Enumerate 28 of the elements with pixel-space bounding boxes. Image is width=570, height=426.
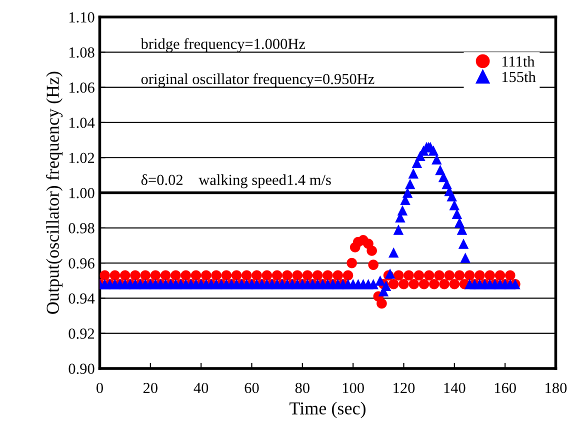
x-tick-label: 100 [342,382,364,394]
annotation: bridge frequency=1.000Hz [140,38,306,52]
y-tick-label: 1.02 [69,152,94,164]
x-tick-label: 40 [194,382,208,394]
x-tick-label: 180 [546,382,567,394]
y-tick-label: 0.98 [68,223,94,234]
x-tick-label: 60 [244,382,259,394]
y-tick-label: 0.96 [68,258,94,269]
annotation: original oscillator frequency=0.950Hz [141,73,374,88]
x-tick-label: 20 [143,382,158,394]
x-tick-label: 0 [96,382,103,394]
y-tick-label: 1.06 [69,82,94,93]
y-tick-label: 0.92 [68,328,94,339]
y-tick-label: 0.94 [68,293,95,304]
x-tick-label: 80 [295,382,310,394]
legend-label: 111th [502,56,535,67]
y-tick-label: 0.90 [68,364,94,374]
y-axis-title: Output(oscillator) frequency (Hz) [46,72,63,314]
x-tick-label: 120 [394,382,415,394]
y-tick-label: 1.10 [69,12,94,23]
x-axis-title: Time (sec) [290,402,366,418]
y-tick-label: 1.00 [69,188,94,198]
x-tick-label: 140 [444,382,466,394]
legend-label: 155th [502,71,536,82]
annotation: δ=0.02 walking speed1.4 m/s [141,174,331,188]
y-tick-label: 1.08 [69,47,94,58]
x-tick-label: 160 [494,382,516,394]
y-tick-label: 1.04 [69,118,95,128]
